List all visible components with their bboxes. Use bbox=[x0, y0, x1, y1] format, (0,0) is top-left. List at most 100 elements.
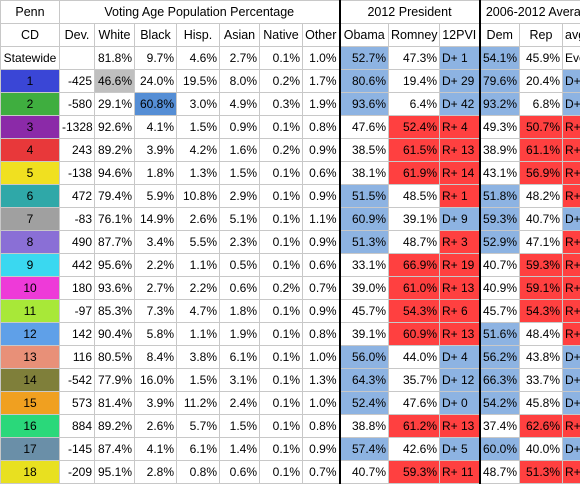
obama-cell: 56.0% bbox=[340, 346, 389, 369]
native-cell: 0.1% bbox=[260, 415, 303, 438]
district-cell: 8 bbox=[1, 231, 60, 254]
romney-cell: 47.6% bbox=[389, 392, 440, 415]
asian-cell: 8.0% bbox=[220, 70, 260, 93]
asian-cell: 0.6% bbox=[220, 277, 260, 300]
deviation-cell: 243 bbox=[60, 139, 95, 162]
asian-cell: 1.8% bbox=[220, 300, 260, 323]
other-cell: 0.6% bbox=[303, 254, 340, 277]
district-cell: 13 bbox=[1, 346, 60, 369]
avgpvi-cell: R+ 5 bbox=[563, 461, 580, 484]
state-label: Penn bbox=[1, 1, 60, 24]
native-cell: 0.1% bbox=[260, 185, 303, 208]
avgpvi-cell: D+ 12 bbox=[563, 369, 580, 392]
vap-group-header: Voting Age Population Percentage bbox=[60, 1, 340, 24]
other-cell: 0.8% bbox=[303, 116, 340, 139]
white-cell: 95.1% bbox=[95, 461, 135, 484]
white-cell: 46.6% bbox=[95, 70, 135, 93]
rep-cell: 45.8% bbox=[520, 392, 563, 415]
column-header: Rep bbox=[520, 24, 563, 47]
district-cell: 4 bbox=[1, 139, 60, 162]
rep-cell: 54.3% bbox=[520, 300, 563, 323]
president-group-header: 2012 President bbox=[340, 1, 480, 24]
asian-cell: 0.9% bbox=[220, 116, 260, 139]
romney-cell: 35.7% bbox=[389, 369, 440, 392]
black-cell: 3.4% bbox=[135, 231, 177, 254]
rep-cell: 48.2% bbox=[520, 185, 563, 208]
other-cell: 0.8% bbox=[303, 323, 340, 346]
native-cell: 0.1% bbox=[260, 116, 303, 139]
dem-cell: 93.2% bbox=[480, 93, 520, 116]
rep-cell: 50.7% bbox=[520, 116, 563, 139]
district-cell: 7 bbox=[1, 208, 60, 231]
pvi12-cell: R+ 13 bbox=[440, 323, 480, 346]
avgpvi-cell: D+ 5 bbox=[563, 208, 580, 231]
avgpvi-cell: R+ 17 bbox=[563, 415, 580, 438]
dem-cell: 51.8% bbox=[480, 185, 520, 208]
district-cell: 11 bbox=[1, 300, 60, 323]
district-cell: 5 bbox=[1, 162, 60, 185]
obama-cell: 51.5% bbox=[340, 185, 389, 208]
other-cell: 0.8% bbox=[303, 415, 340, 438]
white-cell: 92.6% bbox=[95, 116, 135, 139]
romney-cell: 61.2% bbox=[389, 415, 440, 438]
dem-cell: 60.0% bbox=[480, 438, 520, 461]
pvi12-cell: D+ 0 bbox=[440, 392, 480, 415]
deviation-cell: -1328 bbox=[60, 116, 95, 139]
native-cell: 0.1% bbox=[260, 208, 303, 231]
obama-cell: 39.0% bbox=[340, 277, 389, 300]
romney-cell: 66.9% bbox=[389, 254, 440, 277]
deviation-cell: -580 bbox=[60, 93, 95, 116]
romney-cell: 52.4% bbox=[389, 116, 440, 139]
pvi12-cell: R+ 19 bbox=[440, 254, 480, 277]
avgpvi-cell: R+ 13 bbox=[563, 277, 580, 300]
dem-cell: 45.7% bbox=[480, 300, 520, 323]
obama-cell: 45.7% bbox=[340, 300, 389, 323]
other-cell: 1.3% bbox=[303, 369, 340, 392]
native-cell: 0.1% bbox=[260, 438, 303, 461]
dem-cell: 66.3% bbox=[480, 369, 520, 392]
black-cell: 60.8% bbox=[135, 93, 177, 116]
black-cell: 8.4% bbox=[135, 346, 177, 369]
native-cell: 0.1% bbox=[260, 254, 303, 277]
deviation-cell: -83 bbox=[60, 208, 95, 231]
avgpvi-cell: D+ 25 bbox=[563, 70, 580, 93]
deviation-cell: 442 bbox=[60, 254, 95, 277]
deviation-cell: 490 bbox=[60, 231, 95, 254]
black-cell: 9.7% bbox=[135, 47, 177, 70]
romney-cell: 48.5% bbox=[389, 185, 440, 208]
black-cell: 1.8% bbox=[135, 162, 177, 185]
native-cell: 0.1% bbox=[260, 231, 303, 254]
black-cell: 2.6% bbox=[135, 415, 177, 438]
obama-cell: 52.4% bbox=[340, 392, 389, 415]
dem-cell: 54.1% bbox=[480, 47, 520, 70]
native-cell: 0.2% bbox=[260, 70, 303, 93]
column-header: 12PVI bbox=[440, 24, 480, 47]
rep-cell: 62.6% bbox=[520, 415, 563, 438]
white-cell: 89.2% bbox=[95, 415, 135, 438]
avgpvi-cell: D+ 0 bbox=[563, 392, 580, 415]
avgpvi-cell: R+ 8 bbox=[563, 300, 580, 323]
column-header: Obama bbox=[340, 24, 389, 47]
other-cell: 0.9% bbox=[303, 185, 340, 208]
column-header: Dem bbox=[480, 24, 520, 47]
pvi12-cell: R+ 1 bbox=[440, 185, 480, 208]
romney-cell: 61.5% bbox=[389, 139, 440, 162]
rep-cell: 6.8% bbox=[520, 93, 563, 116]
district-cell: 17 bbox=[1, 438, 60, 461]
obama-cell: 38.8% bbox=[340, 415, 389, 438]
other-cell: 1.9% bbox=[303, 93, 340, 116]
rep-cell: 47.1% bbox=[520, 231, 563, 254]
pvi12-cell: R+ 6 bbox=[440, 300, 480, 323]
district-cell: 18 bbox=[1, 461, 60, 484]
obama-cell: 80.6% bbox=[340, 70, 389, 93]
district-cell: 9 bbox=[1, 254, 60, 277]
